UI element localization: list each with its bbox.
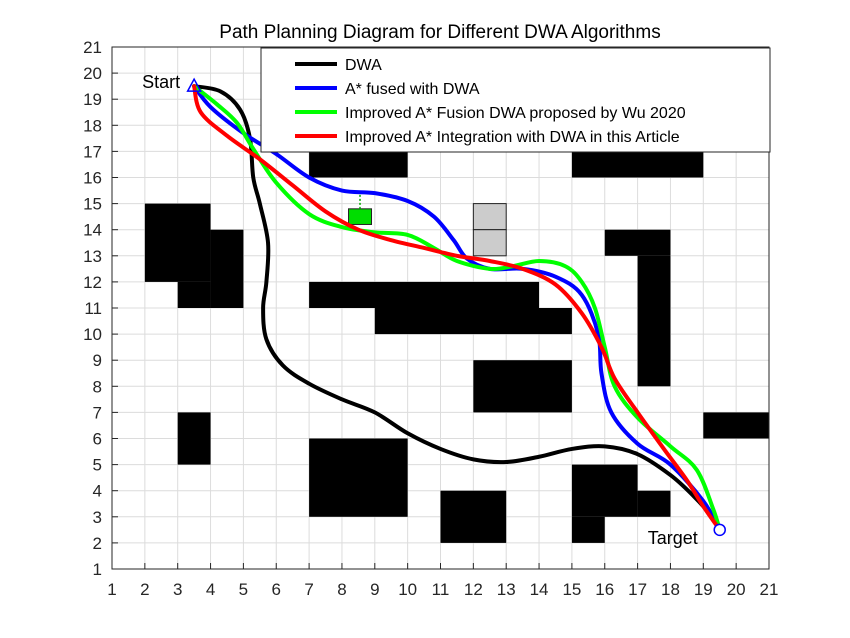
start-marker: [186, 77, 202, 92]
obstacle-2: [177, 281, 211, 308]
x-tick-label: 2: [140, 580, 149, 599]
start-label: Start: [142, 72, 180, 92]
y-tick-label: 4: [93, 482, 102, 501]
y-tick-label: 18: [83, 116, 102, 135]
y-tick-label: 2: [93, 534, 102, 553]
legend: DWA A* fused with DWA Improved A* Fusion D…: [260, 47, 771, 153]
obstacle-15: [637, 490, 671, 517]
obstacle-6: [374, 308, 572, 335]
y-tick-label: 1: [93, 560, 102, 579]
y-tick-label: 12: [83, 273, 102, 292]
obstacle-16: [571, 516, 605, 543]
series-line-0: [192, 84, 722, 532]
y-tick-label: 7: [93, 403, 102, 422]
y-tick-label: 8: [93, 377, 102, 396]
obstacle-11: [177, 412, 211, 465]
y-tick-label: 15: [83, 195, 102, 214]
legend-entry-0: DWA: [345, 57, 382, 74]
series-line-3: [192, 84, 722, 532]
x-tick-label: 16: [595, 580, 614, 599]
obstacle-3: [309, 151, 408, 178]
obstacle-0: [144, 203, 211, 282]
y-tick-label: 21: [83, 38, 102, 57]
obstacle-17: [472, 203, 507, 231]
y-tick-label: 3: [93, 508, 102, 527]
y-tick-label: 14: [83, 221, 102, 240]
x-tick-label: 5: [239, 580, 248, 599]
x-tick-label: 20: [727, 580, 746, 599]
x-tick-label: 13: [497, 580, 516, 599]
x-tick-label: 17: [628, 580, 647, 599]
chart-title: Path Planning Diagram for Different DWA …: [219, 22, 660, 43]
x-tick-label: 21: [760, 580, 779, 599]
obstacle-13: [440, 490, 507, 543]
series-line-2: [192, 84, 722, 532]
x-tick-labels: 1 2 3 4 5 6 7 8 9 10 11 12 13 14 15 16 17 18 19 20 21: [107, 563, 778, 599]
y-tick-label: 20: [83, 64, 102, 83]
target-marker: [713, 523, 726, 537]
legend-box: [260, 47, 771, 153]
obstacle-7: [604, 229, 671, 256]
obstacle-4: [571, 151, 704, 178]
x-tick-label: 18: [661, 580, 680, 599]
x-tick-label: 8: [337, 580, 346, 599]
obstacle-18: [472, 229, 507, 257]
x-tick-label: 12: [464, 580, 483, 599]
x-tick-label: 10: [398, 580, 417, 599]
y-tick-label: 13: [83, 247, 102, 266]
y-tick-label: 19: [83, 90, 102, 109]
marker-layer: Start Target: [142, 72, 726, 548]
obstacle-9: [473, 360, 572, 413]
y-tick-label: 16: [83, 169, 102, 188]
x-tick-label: 15: [562, 580, 581, 599]
target-label: Target: [648, 528, 698, 548]
y-tick-label: 9: [93, 351, 102, 370]
legend-entry-3: Improved A* Integration with DWA in this…: [345, 129, 680, 146]
obstacle-8: [637, 255, 671, 387]
legend-entry-2: Improved A* Fusion DWA proposed by Wu 20…: [345, 105, 686, 122]
obstacle-10: [703, 412, 769, 439]
y-tick-label: 6: [93, 430, 102, 449]
x-tick-label: 11: [432, 580, 450, 599]
obstacle-1: [210, 229, 244, 308]
obstacle-12: [309, 438, 408, 517]
x-tick-label: 7: [304, 580, 313, 599]
y-tick-label: 11: [84, 299, 102, 318]
obstacle-layer: [144, 151, 769, 543]
x-tick-label: 9: [370, 580, 379, 599]
obstacle-14: [571, 464, 638, 517]
y-tick-label: 10: [83, 325, 102, 344]
x-tick-label: 3: [173, 580, 182, 599]
series-layer: [192, 84, 722, 532]
x-tick-label: 19: [694, 580, 713, 599]
x-tick-label: 4: [206, 580, 215, 599]
legend-entry-1: A* fused with DWA: [345, 81, 480, 98]
y-tick-label: 5: [93, 456, 102, 475]
obstacle-19: [348, 208, 373, 225]
series-line-1: [192, 84, 722, 532]
x-tick-label: 6: [272, 580, 281, 599]
x-tick-label: 14: [530, 580, 549, 599]
y-tick-label: 17: [83, 142, 102, 161]
x-tick-label: 1: [107, 580, 116, 599]
obstacle-5: [309, 281, 540, 308]
